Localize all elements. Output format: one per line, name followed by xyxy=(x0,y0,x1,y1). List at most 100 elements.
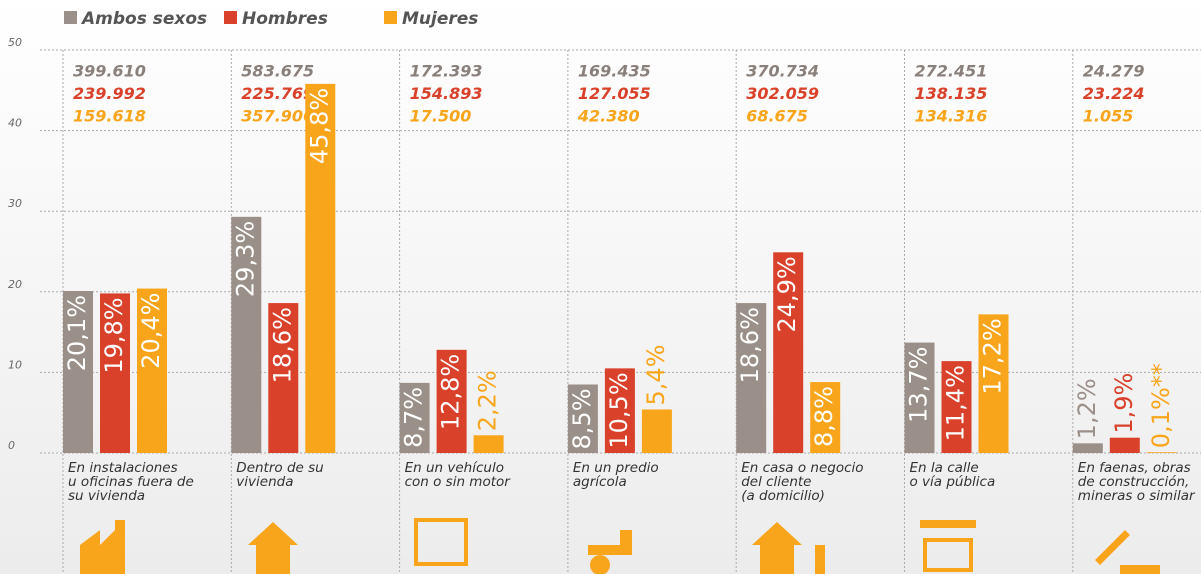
x-tick-label: su vivienda xyxy=(68,488,145,504)
legend-swatch xyxy=(224,11,237,24)
value-label: 18,6% xyxy=(736,307,764,383)
bar xyxy=(268,303,299,453)
tractor-icon xyxy=(588,530,632,574)
bar xyxy=(773,252,804,453)
bar xyxy=(904,342,935,453)
bar xyxy=(231,216,262,453)
y-tick-label: 20 xyxy=(8,278,22,291)
bar xyxy=(641,409,672,453)
x-tick-label: En casa o negocio xyxy=(741,460,863,476)
value-label: 18,6% xyxy=(268,307,296,383)
count-label: 583.675 xyxy=(241,62,314,81)
value-label: 1,9% xyxy=(1110,373,1138,434)
mining-icon xyxy=(1095,530,1160,574)
value-label: 17,2% xyxy=(979,318,1007,394)
value-label: 12,8% xyxy=(437,354,465,430)
value-label: 8,5% xyxy=(568,388,596,449)
bar xyxy=(436,349,467,453)
value-label: 8,8% xyxy=(810,386,838,447)
bar xyxy=(100,293,130,453)
bar xyxy=(941,361,972,453)
value-label: 29,3% xyxy=(231,221,259,297)
legend-swatch xyxy=(64,11,77,24)
x-tick-label: mineras o similar xyxy=(1078,488,1196,504)
x-tick-label: con o sin motor xyxy=(405,474,512,490)
count-label: 172.393 xyxy=(410,62,483,81)
value-label: 24,9% xyxy=(773,256,801,332)
count-label: 134.316 xyxy=(915,107,988,126)
x-tick-label: u oficinas fuera de xyxy=(68,474,194,490)
x-tick-label: En un vehículo xyxy=(405,460,504,476)
x-tick-label: En la calle xyxy=(910,460,979,476)
bar xyxy=(1109,437,1140,453)
count-label: 154.893 xyxy=(410,84,483,103)
bar xyxy=(473,435,504,453)
bar xyxy=(1146,452,1177,453)
house-icon xyxy=(248,522,298,574)
value-label: 5,4% xyxy=(642,344,670,405)
x-tick-label: En instalaciones xyxy=(68,460,178,476)
vehicle-icon xyxy=(414,518,468,566)
count-label: 399.610 xyxy=(73,62,146,81)
x-tick-label: vivienda xyxy=(236,474,293,490)
bar xyxy=(978,314,1009,453)
value-label: 11,4% xyxy=(942,365,970,441)
value-label: 45,8% xyxy=(305,88,333,164)
x-tick-label: Dentro de su xyxy=(236,460,323,476)
bar xyxy=(137,288,167,453)
bar xyxy=(399,382,430,453)
x-tick-label: o vía pública xyxy=(910,474,996,490)
y-tick-label: 0 xyxy=(8,439,15,452)
x-tick-label: En faenas, obras xyxy=(1078,460,1191,476)
value-label: 10,5% xyxy=(605,372,633,448)
client-house-icon xyxy=(752,522,825,574)
legend-label: Mujeres xyxy=(402,9,478,29)
count-label: 302.059 xyxy=(746,84,819,103)
bar xyxy=(810,382,841,453)
value-label: 2,2% xyxy=(474,370,502,431)
count-label: 1.055 xyxy=(1083,107,1134,126)
legend-swatch xyxy=(384,11,397,24)
bar xyxy=(736,303,767,453)
count-label: 225.769 xyxy=(241,84,314,103)
count-label: 24.279 xyxy=(1083,62,1145,81)
value-label: 20,4% xyxy=(137,293,165,369)
icons xyxy=(80,518,1160,574)
value-label: 19,8% xyxy=(100,297,128,373)
bar xyxy=(567,384,598,453)
value-label: 1,2% xyxy=(1073,378,1101,439)
count-label: 127.055 xyxy=(578,84,651,103)
count-label: 169.435 xyxy=(578,62,651,81)
x-tick-label: En un predio xyxy=(573,460,659,476)
bar xyxy=(63,290,93,453)
y-tick-label: 10 xyxy=(8,358,22,371)
x-tick-label: de construcción, xyxy=(1078,474,1190,490)
y-tick-label: 40 xyxy=(8,117,22,130)
value-label: 8,7% xyxy=(400,387,428,448)
count-label: 138.135 xyxy=(915,84,988,103)
count-label: 272.451 xyxy=(915,62,988,81)
count-label: 42.380 xyxy=(577,107,640,126)
bar xyxy=(305,83,336,454)
count-label: 68.675 xyxy=(746,107,808,126)
count-label: 23.224 xyxy=(1083,84,1145,103)
bar xyxy=(604,368,635,453)
legend-label: Hombres xyxy=(242,9,328,29)
value-label: 0,1%** xyxy=(1147,363,1175,448)
legend-label: Ambos sexos xyxy=(80,9,207,29)
value-label: 13,7% xyxy=(905,347,933,423)
x-tick-label: (a domicilio) xyxy=(741,488,825,504)
value-label: 20,1% xyxy=(63,295,91,371)
count-label: 17.500 xyxy=(410,107,472,126)
count-label: 357.906 xyxy=(241,107,314,126)
count-label: 159.618 xyxy=(73,107,146,126)
x-tick-label: agrícola xyxy=(573,474,627,490)
factory-icon xyxy=(80,520,125,574)
count-label: 370.734 xyxy=(746,62,819,81)
count-label: 239.992 xyxy=(73,84,146,103)
street-stall-icon xyxy=(920,520,976,528)
street-stall-body xyxy=(923,538,973,572)
y-tick-label: 30 xyxy=(8,197,22,210)
